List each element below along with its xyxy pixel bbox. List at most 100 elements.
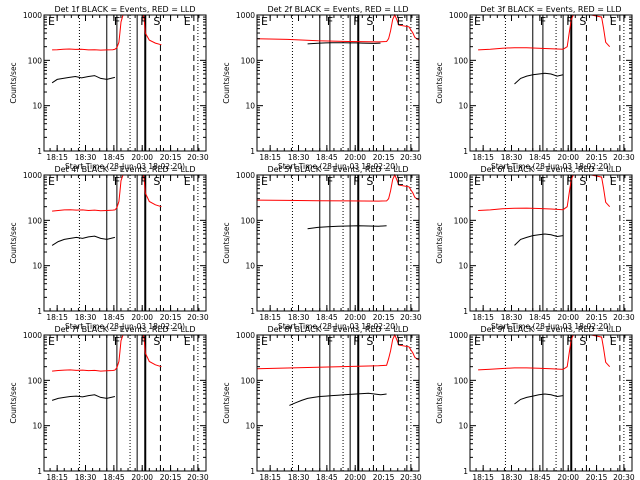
x-tick-label: 18:15 bbox=[259, 153, 281, 162]
y-axis-label: Counts/sec bbox=[222, 62, 231, 103]
phase-marker-f: F bbox=[114, 175, 120, 188]
y-axis-label: Counts/sec bbox=[9, 62, 18, 103]
panel-title: Det 4f BLACK = Events, RED = LLD bbox=[54, 165, 195, 174]
x-tick-label: 18:45 bbox=[103, 153, 125, 162]
series-events bbox=[514, 233, 564, 246]
x-tick-label: 20:15 bbox=[586, 153, 608, 162]
x-tick-label: 18:30 bbox=[288, 313, 310, 322]
y-axis-label: Counts/sec bbox=[435, 62, 444, 103]
y-tick-label: 1 bbox=[463, 307, 468, 316]
x-tick-label: 20:00 bbox=[131, 473, 153, 480]
x-axis-label: Start Time (28-Jun-03 18:02:20) bbox=[65, 162, 185, 171]
phase-marker-e: E bbox=[474, 335, 481, 348]
phase-marker-e: E bbox=[397, 175, 404, 188]
x-tick-label: 20:15 bbox=[160, 473, 182, 480]
y-axis-label: Counts/sec bbox=[435, 382, 444, 423]
phase-marker-e: E bbox=[48, 175, 55, 188]
x-tick-label: 18:45 bbox=[103, 313, 125, 322]
y-tick-label: 100 bbox=[241, 376, 256, 385]
x-tick-label: 18:15 bbox=[472, 473, 494, 480]
phase-marker-f: F bbox=[566, 15, 572, 28]
y-tick-label: 100 bbox=[454, 56, 469, 65]
plot-frame bbox=[469, 174, 633, 312]
x-tick-label: 18:15 bbox=[46, 473, 68, 480]
phase-marker-s: S bbox=[153, 335, 160, 348]
series-events bbox=[514, 393, 564, 405]
y-tick-label: 10 bbox=[32, 422, 42, 431]
x-tick-label: 18:30 bbox=[501, 313, 523, 322]
x-axis-label: Start Time (28-Jun-03 18:02:20) bbox=[65, 322, 185, 331]
panel-title: Det 3f BLACK = Events, RED = LLD bbox=[480, 5, 621, 14]
panel-det-6: Det 6f BLACK = Events, RED = LLD 1 10 100 10… bbox=[435, 165, 635, 331]
panel-det-4: Det 4f BLACK = Events, RED = LLD 1 10 100 10… bbox=[9, 165, 209, 331]
phase-marker-e: E bbox=[48, 335, 55, 348]
y-tick-label: 1 bbox=[250, 467, 255, 476]
y-tick-label: 10 bbox=[458, 422, 468, 431]
series-events bbox=[51, 235, 116, 246]
x-tick-label: 18:45 bbox=[529, 153, 551, 162]
panel-title: Det 7f BLACK = Events, RED = LLD bbox=[54, 325, 195, 334]
y-tick-label: 10 bbox=[32, 102, 42, 111]
phase-marker-e: E bbox=[397, 15, 404, 28]
x-tick-label: 18:30 bbox=[501, 153, 523, 162]
panel-det-3: Det 3f BLACK = Events, RED = LLD 1 10 100 10… bbox=[435, 5, 635, 171]
x-tick-label: 18:30 bbox=[75, 473, 97, 480]
x-tick-label: 20:15 bbox=[586, 313, 608, 322]
phase-marker-f: F bbox=[566, 175, 572, 188]
x-tick-label: 20:30 bbox=[613, 153, 635, 162]
y-tick-label: 1 bbox=[37, 147, 42, 156]
y-tick-label: 1000 bbox=[449, 171, 468, 180]
phase-marker-e: E bbox=[610, 15, 617, 28]
x-tick-label: 20:00 bbox=[131, 153, 153, 162]
panel-title: Det 9f BLACK = Events, RED = LLD bbox=[480, 325, 621, 334]
x-tick-label: 18:30 bbox=[501, 473, 523, 480]
phase-marker-f: F bbox=[540, 15, 546, 28]
y-tick-label: 1 bbox=[463, 147, 468, 156]
y-tick-label: 100 bbox=[454, 216, 469, 225]
phase-marker-s: S bbox=[153, 15, 160, 28]
x-tick-label: 18:45 bbox=[529, 313, 551, 322]
phase-marker-s: S bbox=[366, 175, 373, 188]
panel-det-7: Det 7f BLACK = Events, RED = LLD 1 10 100 10… bbox=[9, 325, 209, 480]
phase-marker-e: E bbox=[397, 335, 404, 348]
x-tick-label: 20:30 bbox=[400, 313, 422, 322]
x-tick-label: 18:45 bbox=[316, 313, 338, 322]
panel-title: Det 1f BLACK = Events, RED = LLD bbox=[54, 5, 195, 14]
x-axis-label: Start Time (28-Jun-03 18:02:20) bbox=[278, 162, 398, 171]
phase-marker-f: F bbox=[540, 335, 546, 348]
phase-marker-s: S bbox=[366, 15, 373, 28]
panel-title: Det 2f BLACK = Events, RED = LLD bbox=[267, 5, 408, 14]
series-lld bbox=[478, 334, 611, 371]
x-axis-label: Start Time (28-Jun-03 18:02:20) bbox=[491, 162, 611, 171]
series-events bbox=[307, 42, 381, 45]
y-tick-label: 1000 bbox=[449, 331, 468, 340]
x-tick-label: 20:00 bbox=[344, 153, 366, 162]
x-tick-label: 20:15 bbox=[373, 153, 395, 162]
y-tick-label: 1000 bbox=[23, 171, 42, 180]
y-tick-label: 10 bbox=[458, 102, 468, 111]
panel-title: Det 6f BLACK = Events, RED = LLD bbox=[480, 165, 621, 174]
phase-marker-f: F bbox=[140, 335, 146, 348]
x-tick-label: 20:00 bbox=[557, 313, 579, 322]
phase-marker-f: F bbox=[353, 15, 359, 28]
phase-marker-e: E bbox=[610, 335, 617, 348]
x-tick-label: 18:15 bbox=[472, 313, 494, 322]
y-tick-label: 1 bbox=[463, 467, 468, 476]
plot-frame bbox=[256, 14, 420, 152]
x-tick-label: 18:30 bbox=[75, 313, 97, 322]
phase-marker-f: F bbox=[353, 175, 359, 188]
y-tick-label: 1000 bbox=[23, 11, 42, 20]
phase-marker-s: S bbox=[579, 175, 586, 188]
y-tick-label: 10 bbox=[32, 262, 42, 271]
y-tick-label: 10 bbox=[458, 262, 468, 271]
y-axis-label: Counts/sec bbox=[222, 222, 231, 263]
series-events bbox=[51, 394, 116, 401]
x-tick-label: 18:15 bbox=[259, 313, 281, 322]
x-axis-label: Start Time (28-Jun-03 18:02:20) bbox=[491, 322, 611, 331]
panel-det-9: Det 9f BLACK = Events, RED = LLD 1 10 100 10… bbox=[435, 325, 635, 480]
x-tick-label: 20:00 bbox=[131, 313, 153, 322]
phase-marker-s: S bbox=[579, 335, 586, 348]
panel-det-5: Det 5f BLACK = Events, RED = LLD 1 10 100 10… bbox=[222, 165, 422, 331]
y-axis-label: Counts/sec bbox=[9, 222, 18, 263]
series-lld bbox=[52, 334, 162, 372]
